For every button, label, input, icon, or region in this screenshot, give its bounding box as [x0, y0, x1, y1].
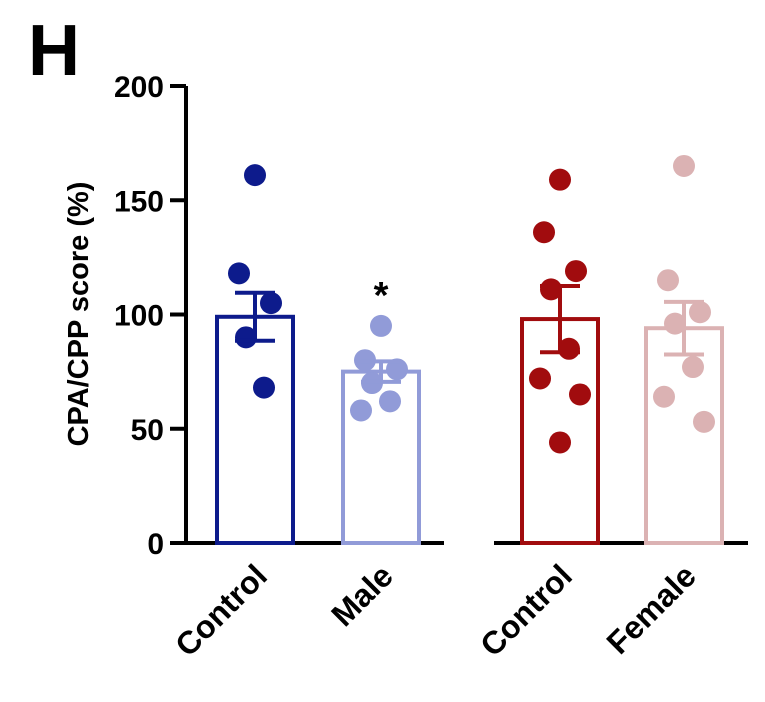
data-point: [673, 154, 695, 177]
data-point: [244, 164, 266, 187]
axes: 0 50 100 150 200: [114, 71, 748, 561]
data-point: [549, 431, 571, 454]
data-point: [253, 376, 275, 399]
data-point: [260, 292, 282, 315]
category-labels: Control Male Control Female: [168, 557, 703, 663]
data-point: [653, 385, 675, 408]
data-point: [569, 383, 591, 406]
data-point: [682, 356, 704, 379]
significance-marker: *: [374, 275, 389, 317]
data-point: [693, 410, 715, 433]
data-point: [549, 168, 571, 191]
y-tick-label: 50: [131, 414, 164, 447]
bar: [215, 314, 295, 545]
data-point: [664, 312, 686, 335]
data-point: [370, 314, 392, 337]
data-point: [386, 358, 408, 381]
data-point: [533, 221, 555, 244]
category-label: Female: [600, 557, 703, 660]
data-point: [657, 269, 679, 292]
data-point: [350, 399, 372, 422]
data-point: [529, 367, 551, 390]
y-tick-label: 0: [147, 528, 164, 561]
category-label: Control: [168, 557, 274, 663]
y-tick-label: 150: [114, 185, 164, 218]
y-axis-title: CPA/CPP score (%): [63, 182, 95, 447]
data-point: [235, 326, 257, 349]
data-point: [379, 390, 401, 413]
category-label: Male: [324, 557, 400, 633]
category-label: Control: [473, 557, 579, 663]
panel-label: H: [28, 11, 80, 91]
y-tick-label: 100: [114, 300, 164, 333]
data-point: [228, 262, 250, 285]
data-point: [558, 337, 580, 360]
bar: [644, 326, 724, 545]
data-point: [565, 260, 587, 283]
data-point: [689, 301, 711, 324]
bars: *: [215, 154, 724, 545]
y-tick-label: 200: [114, 71, 164, 104]
data-point: [540, 278, 562, 301]
